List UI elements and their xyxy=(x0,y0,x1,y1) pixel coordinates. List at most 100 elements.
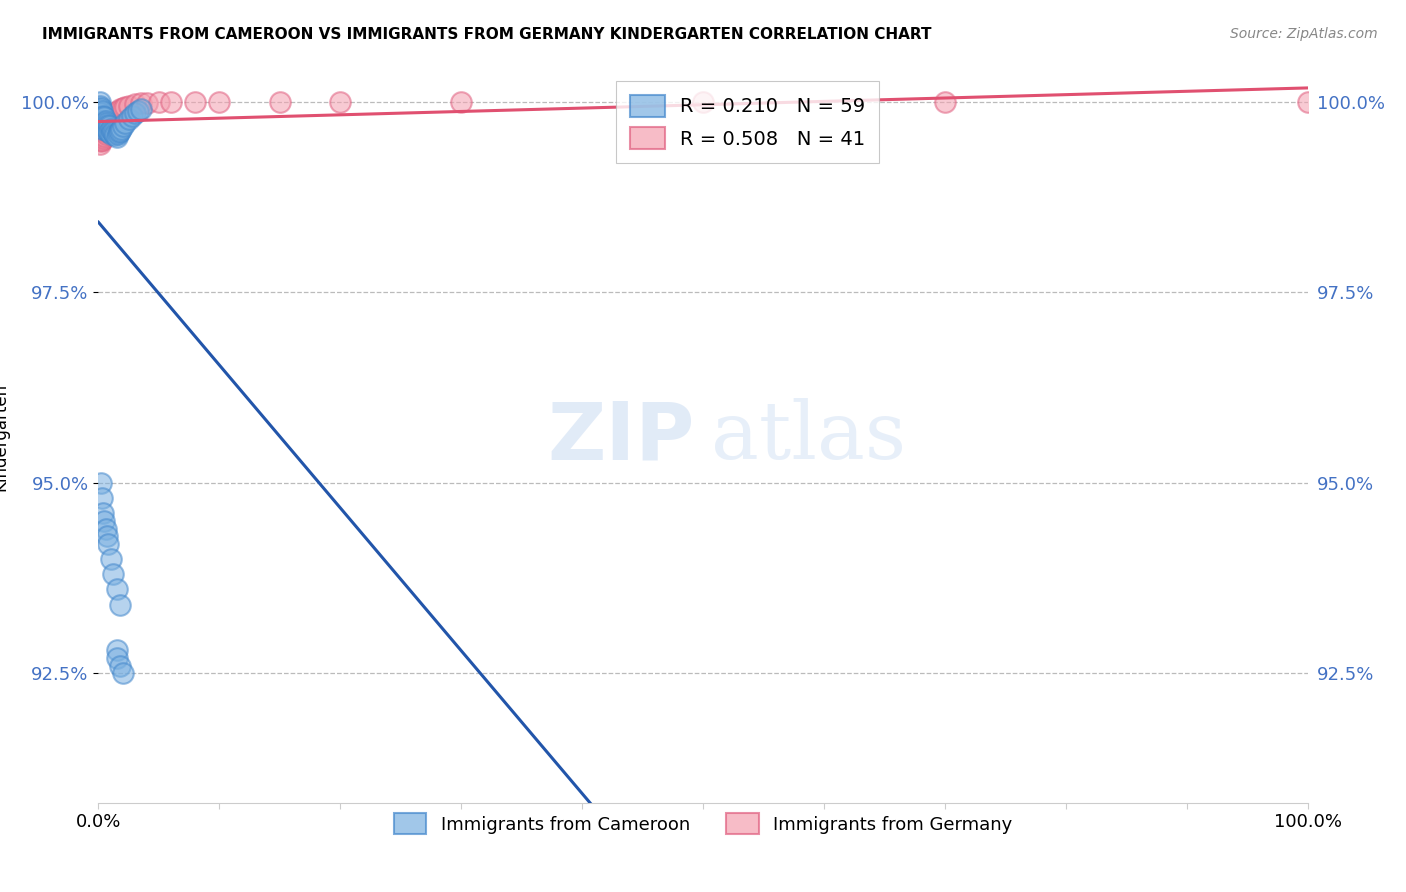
Point xyxy=(105,582,128,597)
Point xyxy=(104,109,127,123)
Point xyxy=(91,491,114,505)
Point xyxy=(97,118,120,132)
Point xyxy=(97,124,120,138)
Point xyxy=(111,119,134,133)
Point xyxy=(692,95,714,109)
Y-axis label: Kindergarten: Kindergarten xyxy=(0,383,10,491)
Point xyxy=(114,100,136,114)
Point xyxy=(90,112,112,126)
Point xyxy=(105,129,128,144)
Point xyxy=(118,98,141,112)
Point xyxy=(329,95,352,109)
Point xyxy=(108,125,131,139)
Point xyxy=(148,95,170,109)
Point xyxy=(98,119,121,133)
Point xyxy=(110,122,132,136)
Point xyxy=(94,127,117,141)
Point xyxy=(90,131,112,145)
Point xyxy=(100,127,122,141)
Point xyxy=(89,98,111,112)
Point xyxy=(96,121,118,136)
Point xyxy=(105,643,128,657)
Point xyxy=(184,95,207,109)
Point xyxy=(91,121,114,136)
Point xyxy=(89,133,111,147)
Point xyxy=(101,567,124,582)
Point xyxy=(96,116,118,130)
Legend: Immigrants from Cameroon, Immigrants from Germany: Immigrants from Cameroon, Immigrants fro… xyxy=(382,803,1024,845)
Point xyxy=(96,121,118,136)
Point xyxy=(101,125,124,139)
Point xyxy=(135,95,157,110)
Point xyxy=(93,116,115,130)
Point xyxy=(100,552,122,566)
Point xyxy=(91,116,114,130)
Point xyxy=(91,119,114,133)
Point xyxy=(90,101,112,115)
Point xyxy=(108,658,131,673)
Point xyxy=(1296,95,1319,109)
Point xyxy=(100,124,122,138)
Point xyxy=(89,103,111,117)
Point xyxy=(100,121,122,136)
Point xyxy=(94,124,117,138)
Point xyxy=(94,522,117,536)
Point xyxy=(91,114,114,128)
Point xyxy=(104,128,127,143)
Point xyxy=(269,95,291,109)
Point xyxy=(100,116,122,130)
Point xyxy=(105,651,128,665)
Point xyxy=(90,118,112,132)
Point xyxy=(97,124,120,138)
Point xyxy=(98,125,121,139)
Point xyxy=(103,127,125,141)
Point xyxy=(90,135,112,149)
Point xyxy=(94,114,117,128)
Point xyxy=(91,110,114,124)
Point xyxy=(108,124,131,138)
Point xyxy=(91,506,114,520)
Point xyxy=(105,106,128,120)
Point xyxy=(118,112,141,126)
Point xyxy=(90,106,112,120)
Point xyxy=(96,125,118,139)
Point xyxy=(111,666,134,681)
Point xyxy=(89,95,111,109)
Point xyxy=(93,125,115,139)
Text: ZIP: ZIP xyxy=(547,398,695,476)
Point xyxy=(124,106,146,120)
Point xyxy=(103,110,125,124)
Point xyxy=(129,103,152,117)
Point xyxy=(91,103,114,118)
Point xyxy=(124,97,146,112)
Point xyxy=(97,537,120,551)
Point xyxy=(108,598,131,612)
Point xyxy=(91,133,114,147)
Point xyxy=(121,109,143,123)
Point xyxy=(93,514,115,528)
Point xyxy=(208,95,231,109)
Point xyxy=(129,96,152,111)
Point xyxy=(107,127,129,141)
Point xyxy=(98,118,121,132)
Point xyxy=(127,103,149,118)
Point xyxy=(114,116,136,130)
Text: atlas: atlas xyxy=(711,398,907,476)
Text: Source: ZipAtlas.com: Source: ZipAtlas.com xyxy=(1230,27,1378,41)
Point xyxy=(93,121,115,136)
Point xyxy=(89,106,111,120)
Point xyxy=(450,95,472,109)
Point xyxy=(91,129,114,144)
Point xyxy=(93,110,115,124)
Point xyxy=(90,475,112,490)
Point xyxy=(91,109,114,123)
Point xyxy=(89,136,111,151)
Text: IMMIGRANTS FROM CAMEROON VS IMMIGRANTS FROM GERMANY KINDERGARTEN CORRELATION CHA: IMMIGRANTS FROM CAMEROON VS IMMIGRANTS F… xyxy=(42,27,932,42)
Point xyxy=(94,119,117,133)
Point xyxy=(111,101,134,115)
Point xyxy=(96,529,118,543)
Point xyxy=(91,127,114,141)
Point xyxy=(93,129,115,144)
Point xyxy=(100,114,122,128)
Point xyxy=(160,95,183,109)
